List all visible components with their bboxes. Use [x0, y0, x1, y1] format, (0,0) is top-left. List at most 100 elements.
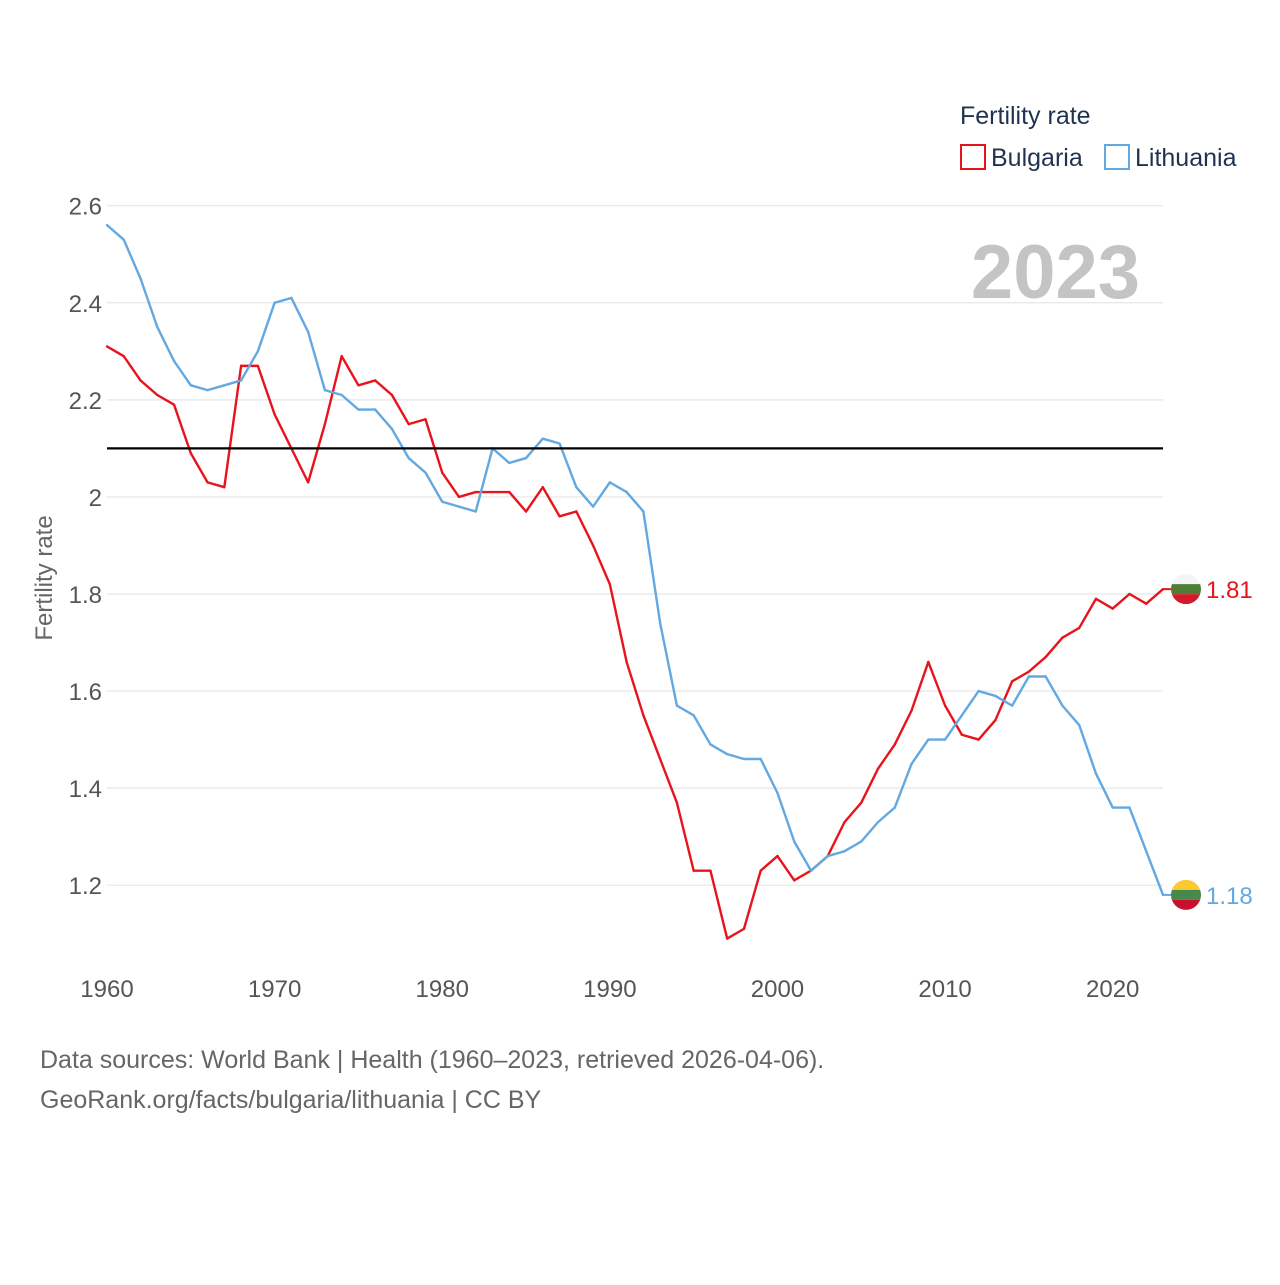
line-segment [826, 850, 846, 858]
line-segment [994, 694, 1014, 707]
line-segment [960, 733, 980, 741]
series-bulgaria [105, 345, 1165, 940]
x-tick-label: 2020 [1086, 976, 1139, 1003]
end-value-label: 1.81 [1206, 577, 1253, 604]
line-segment [524, 486, 545, 513]
credit-link[interactable]: GeoRank.org/facts/bulgaria/lithuania | C… [40, 1086, 542, 1114]
line-segment [860, 767, 880, 804]
line-segment [910, 660, 930, 712]
flag-icon-lithuania [1171, 879, 1201, 910]
line-segment [172, 403, 193, 455]
y-tick-label: 2 [89, 485, 102, 512]
line-segment [189, 452, 209, 484]
line-segment [709, 869, 729, 940]
line-segment [876, 806, 897, 824]
line-segment [340, 393, 360, 411]
line-segment [340, 354, 360, 387]
line-segment [675, 801, 695, 872]
y-tick-label: 2.2 [69, 388, 102, 415]
line-segment [642, 714, 662, 761]
line-segment [1010, 675, 1031, 707]
line-segment [206, 384, 226, 392]
legend-title: Fertility rate [960, 102, 1091, 130]
line-segment [742, 869, 762, 931]
line-segment [424, 471, 444, 503]
line-segment [910, 738, 930, 766]
line-segment [1077, 723, 1098, 775]
line-segment [960, 689, 980, 717]
line-segment [658, 621, 679, 707]
line-segment [658, 757, 679, 804]
line-segment [759, 757, 779, 795]
y-axis-label: Fertility rate [31, 515, 58, 640]
line-segment [625, 660, 645, 717]
line-segment [1094, 597, 1114, 610]
x-tick-label: 1990 [583, 976, 636, 1003]
line-segment [407, 456, 427, 474]
line-segment [273, 413, 293, 450]
line-segment [122, 354, 142, 382]
line-segment [189, 384, 209, 392]
legend-swatch [960, 144, 986, 170]
line-segment [1061, 626, 1081, 639]
year-watermark: 2023 [971, 230, 1140, 315]
line-segment [776, 791, 796, 843]
line-segment [608, 583, 628, 664]
line-segment [323, 388, 343, 397]
line-segment [759, 854, 779, 872]
line-segment [1010, 670, 1031, 683]
line-segment [893, 709, 913, 746]
line-segment [373, 379, 394, 397]
line-segment [943, 714, 964, 741]
line-segment [306, 422, 327, 484]
line-segment [373, 408, 394, 431]
line-segment [1044, 636, 1064, 659]
line-segment [591, 481, 612, 508]
line-segment [474, 447, 494, 513]
line-segment [725, 752, 746, 761]
y-tick-label: 1.2 [69, 873, 102, 900]
line-segment [105, 345, 125, 358]
line-segment [1044, 675, 1064, 707]
line-segment [357, 379, 377, 387]
line-segment [709, 743, 729, 756]
flag-icon-bulgaria [1171, 574, 1201, 605]
series-lines [105, 223, 1165, 940]
line-segment [156, 325, 176, 363]
line-segment [1128, 806, 1148, 853]
line-segment [1145, 587, 1165, 605]
line-segment [826, 820, 846, 858]
line-segment [843, 840, 863, 853]
line-segment [1111, 592, 1131, 610]
line-segment [843, 801, 863, 824]
line-segment [675, 704, 695, 717]
x-tick-label: 1960 [80, 976, 133, 1003]
line-segment [558, 442, 578, 489]
line-segment [105, 223, 125, 241]
line-segment [625, 490, 645, 513]
line-segment [424, 418, 444, 474]
end-markers: 1.81 1.18 [1163, 574, 1253, 910]
line-segment [1094, 772, 1114, 809]
line-segment [575, 510, 595, 547]
line-segment [508, 456, 528, 465]
y-tick-label: 1.4 [69, 776, 102, 803]
legend: Fertility rate Bulgaria Lithuania [960, 102, 1237, 172]
legend-swatch [1104, 144, 1130, 170]
line-segment [441, 471, 461, 499]
x-tick-label: 2000 [751, 976, 804, 1003]
line-segment [156, 393, 176, 406]
line-segment [1128, 592, 1148, 605]
series-lithuania [105, 223, 1165, 897]
line-segment [139, 277, 159, 329]
line-segment [256, 364, 276, 416]
line-segment [256, 301, 276, 353]
sources-text: Data sources: World Bank | Health (1960–… [40, 1046, 825, 1074]
line-segment [809, 854, 829, 872]
line-segment [927, 660, 947, 707]
line-segment [390, 427, 410, 460]
line-segment [1077, 597, 1098, 630]
line-segment [692, 714, 712, 746]
